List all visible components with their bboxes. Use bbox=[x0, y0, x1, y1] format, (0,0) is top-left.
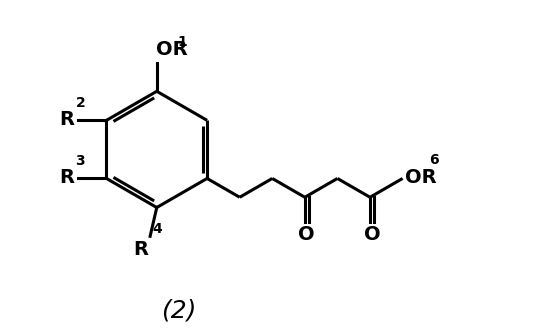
Text: 1: 1 bbox=[178, 35, 188, 49]
Text: OR: OR bbox=[155, 40, 187, 59]
Text: 3: 3 bbox=[75, 154, 85, 169]
Text: R: R bbox=[133, 240, 148, 259]
Text: 6: 6 bbox=[429, 153, 439, 167]
Text: OR: OR bbox=[405, 168, 437, 187]
Text: 4: 4 bbox=[153, 222, 162, 236]
Text: O: O bbox=[299, 225, 315, 244]
Text: R: R bbox=[60, 168, 74, 187]
Text: R: R bbox=[60, 110, 74, 129]
Text: (2): (2) bbox=[161, 299, 197, 323]
Text: 2: 2 bbox=[75, 96, 85, 111]
Text: O: O bbox=[364, 225, 380, 244]
